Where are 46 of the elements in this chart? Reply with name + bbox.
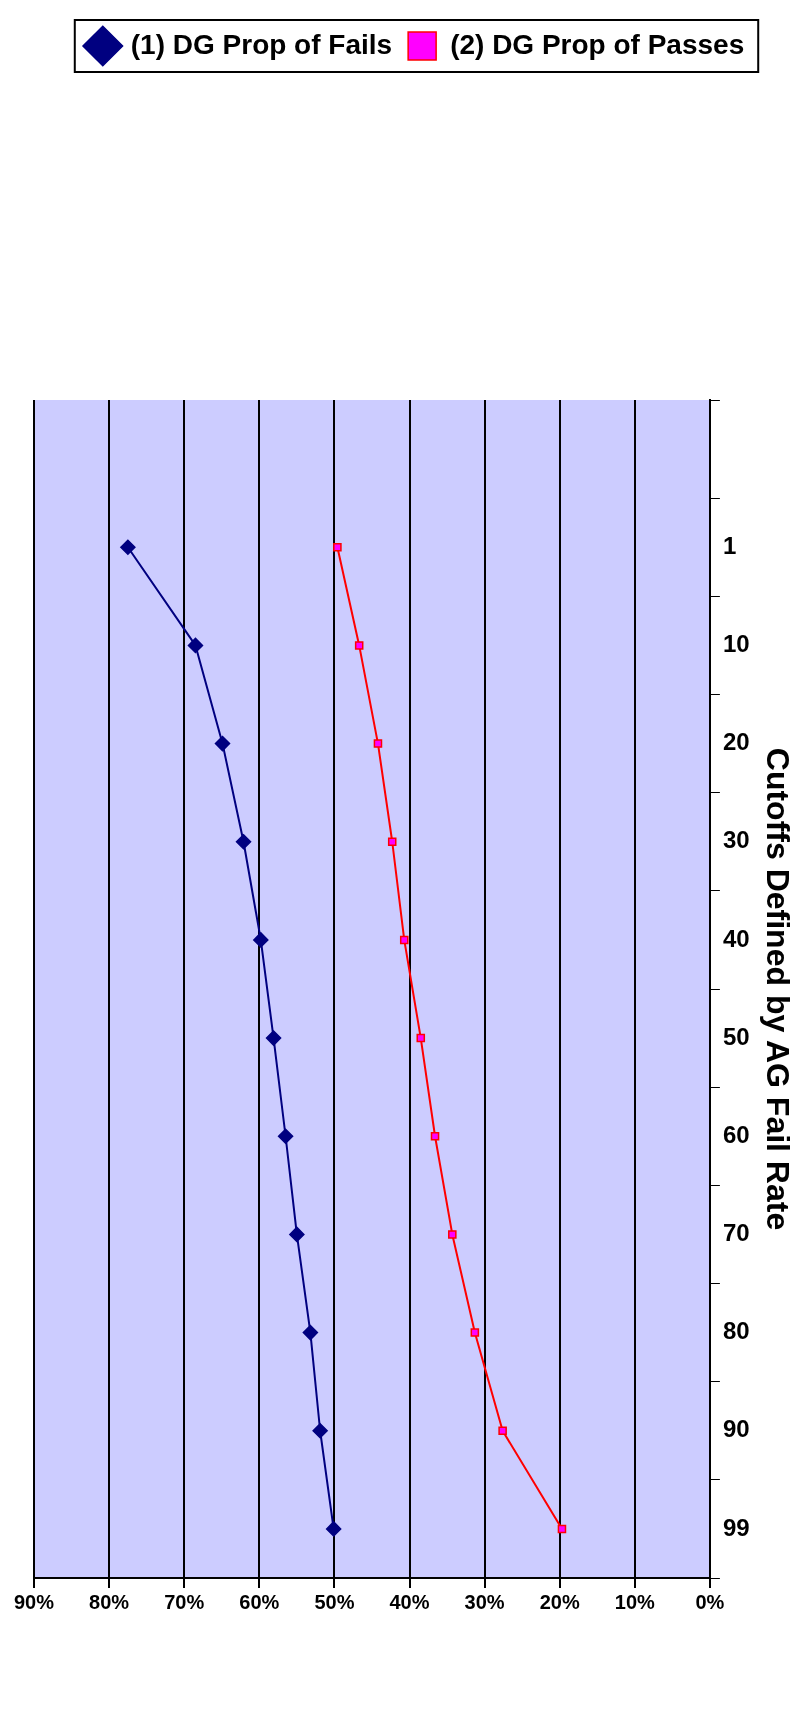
point (498, 1426, 507, 1436)
x-tick-label: 70% (164, 1590, 205, 1613)
point (333, 542, 342, 552)
y-tick-label: 40 (722, 924, 750, 952)
y-tick-label: 50 (722, 1022, 750, 1050)
point (416, 1033, 426, 1043)
point (470, 1328, 480, 1337)
point (448, 1230, 457, 1239)
point (289, 1226, 305, 1243)
point (120, 539, 136, 555)
x-tick-label: 60% (239, 1590, 280, 1613)
y-tick-label: 60 (722, 1120, 750, 1148)
y-tick-label: 80 (722, 1317, 750, 1345)
legend-label: (1) DG Prop of Fails (130, 28, 393, 60)
point (214, 735, 231, 752)
point (312, 1423, 328, 1439)
x-tick-label: 50% (314, 1590, 355, 1613)
x-tick-label: 80% (89, 1590, 130, 1613)
y-tick-label: 90 (722, 1415, 750, 1443)
point (235, 834, 252, 850)
point (277, 1128, 294, 1144)
point (265, 1030, 282, 1046)
y-tick-label: 30 (722, 826, 750, 854)
y-tick-label: 1 (722, 531, 737, 559)
y-tick-label: 70 (722, 1219, 750, 1247)
point (354, 641, 364, 650)
x-tick-label: 0% (695, 1590, 725, 1613)
point (302, 1324, 319, 1341)
point (430, 1131, 440, 1141)
y-tick-label: 99 (722, 1513, 750, 1541)
y-tick-label: 10 (722, 630, 750, 658)
x-tick-label: 20% (539, 1590, 580, 1613)
point (373, 739, 383, 748)
point (387, 837, 397, 847)
y-axis-title: Cutoffs Defined by AG Fail Rate (759, 747, 796, 1231)
x-tick-label: 10% (614, 1590, 656, 1613)
x-tick-label: 90% (13, 1590, 55, 1613)
point (557, 1524, 567, 1534)
point (253, 932, 269, 948)
point (399, 935, 409, 945)
x-tick-label: 30% (464, 1590, 505, 1613)
x-tick-label: 40% (389, 1590, 430, 1613)
point (325, 1521, 342, 1537)
point (187, 637, 204, 654)
legend-label: (2) DG Prop of Passes (450, 28, 745, 60)
y-tick-label: 20 (722, 728, 750, 756)
